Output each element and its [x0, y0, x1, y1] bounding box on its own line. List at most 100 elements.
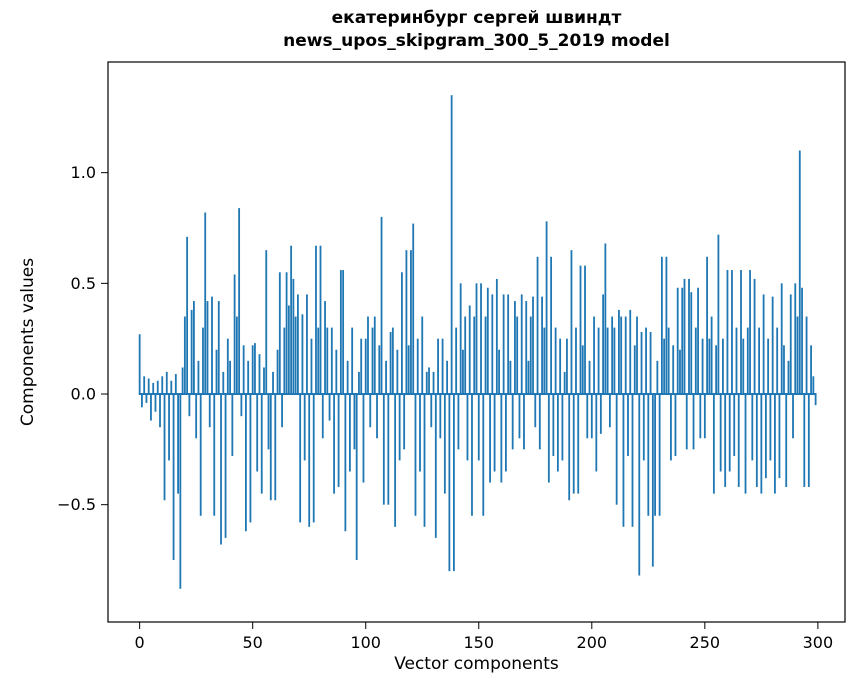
bar — [292, 278, 295, 395]
bar — [679, 349, 681, 395]
bar — [807, 394, 810, 487]
bar — [525, 301, 528, 395]
bar — [563, 371, 566, 395]
bar — [168, 394, 170, 461]
bar — [328, 394, 331, 421]
bar — [299, 394, 302, 523]
bar — [498, 349, 501, 395]
bar — [172, 394, 175, 561]
bar — [507, 294, 510, 395]
bar — [337, 394, 340, 487]
bar — [152, 382, 155, 395]
bar — [231, 394, 234, 456]
bar — [731, 270, 733, 395]
bar — [208, 394, 211, 428]
bar — [737, 394, 740, 487]
bar — [247, 360, 250, 395]
bar — [464, 316, 467, 395]
bar — [163, 394, 166, 501]
bar — [812, 376, 815, 395]
bar — [396, 349, 399, 395]
bar — [378, 345, 381, 395]
bar — [502, 294, 505, 395]
bar — [188, 394, 191, 417]
bar — [780, 283, 783, 395]
bar — [233, 274, 236, 395]
bar — [145, 394, 148, 403]
bar — [256, 394, 259, 472]
bar — [554, 327, 557, 395]
bar — [226, 338, 229, 395]
bar — [701, 338, 704, 395]
x-axis-label: Vector components — [394, 654, 559, 674]
bar — [177, 394, 179, 494]
chart-title: екатеринбург сергей швиндт news_upos_ski… — [108, 7, 845, 53]
bar — [631, 394, 634, 527]
bar — [373, 316, 376, 395]
bar — [267, 394, 270, 450]
bar — [204, 212, 207, 395]
bar — [742, 338, 745, 395]
bar — [475, 283, 478, 395]
bar — [805, 316, 808, 395]
bar — [229, 360, 231, 395]
bar — [367, 316, 369, 395]
bar — [382, 394, 385, 505]
bar — [412, 223, 415, 395]
bar — [570, 250, 573, 395]
bar — [344, 394, 347, 532]
bar — [471, 394, 473, 516]
bar — [400, 272, 403, 395]
bar — [179, 394, 182, 589]
bar — [278, 272, 281, 395]
bar — [202, 327, 204, 395]
bar — [419, 394, 421, 472]
bar — [543, 327, 546, 395]
bar — [346, 360, 349, 395]
bar — [245, 394, 247, 532]
bar — [276, 349, 279, 395]
bar — [697, 287, 699, 395]
bar — [290, 245, 293, 395]
bar — [572, 394, 575, 494]
bar — [306, 294, 308, 395]
bar — [364, 338, 367, 395]
bar — [211, 296, 213, 395]
bar — [663, 338, 666, 395]
bar — [758, 327, 760, 395]
bar — [183, 316, 186, 395]
bar — [556, 394, 559, 472]
bar — [199, 394, 202, 516]
bar — [568, 394, 571, 501]
bar — [371, 327, 374, 395]
bar — [398, 394, 401, 461]
bar — [254, 343, 256, 395]
bar — [269, 394, 272, 501]
bar — [803, 394, 806, 487]
bar — [283, 327, 286, 395]
bar — [421, 316, 424, 395]
bar — [147, 378, 150, 395]
bar — [321, 394, 324, 439]
bar — [263, 367, 265, 395]
bar — [683, 278, 686, 395]
bar — [430, 394, 433, 428]
bar — [437, 338, 439, 395]
bar — [285, 272, 288, 395]
bar — [141, 394, 143, 408]
bar — [656, 360, 659, 395]
bar — [586, 394, 589, 439]
bar — [724, 394, 727, 487]
bar — [733, 394, 736, 456]
bar — [771, 296, 774, 395]
bar — [801, 287, 803, 395]
bar — [143, 376, 146, 395]
bar — [423, 394, 426, 527]
bar — [613, 327, 616, 395]
bar — [767, 338, 770, 395]
bar — [604, 243, 607, 395]
bar — [672, 345, 675, 395]
bar — [726, 270, 729, 395]
bar — [699, 394, 702, 439]
bar — [165, 371, 168, 395]
